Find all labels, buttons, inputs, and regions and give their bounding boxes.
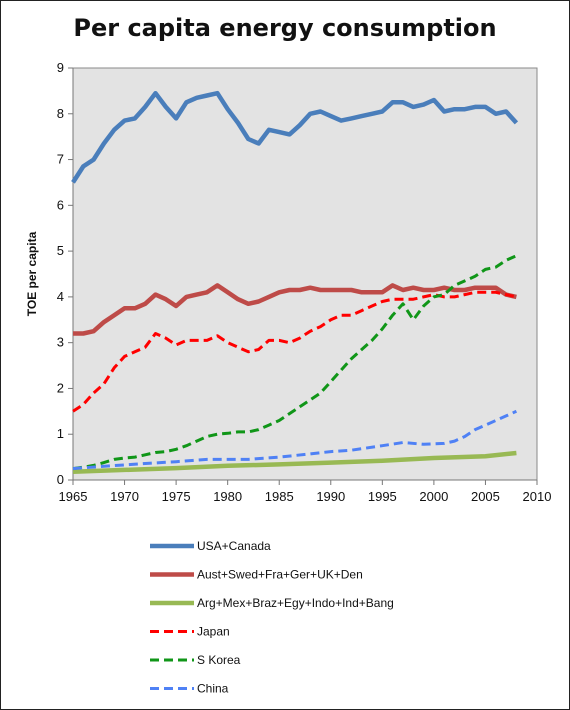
legend-label-china: China [197,682,229,696]
series-line-s-korea [72,254,518,471]
y-tick-label: 6 [57,197,64,212]
x-tick-label: 1995 [368,489,397,504]
chart-title: Per capita energy consumption [73,14,497,42]
x-tick-label: 2005 [471,489,500,504]
y-tick-label: 5 [57,243,64,258]
legend: USA+Canada Aust+Swed+Fra+Ger+UK+Den Arg+Me… [150,539,394,696]
x-tick-label: 1975 [162,489,191,504]
legend-label-s-korea: S Korea [197,653,241,667]
x-tick-label: 2010 [523,489,552,504]
legend-label-aust-swed-fra-ger-uk-den: Aust+Swed+Fra+Ger+UK+Den [197,568,363,582]
x-tick-label: 1965 [59,489,88,504]
y-tick-label: 8 [57,106,64,121]
series-line-usa-canada [71,90,519,184]
series-line-aust-swed-fra-ger-uk-den [73,283,517,336]
y-tick-label: 7 [57,152,64,167]
y-tick-label: 4 [57,289,64,304]
y-axis-title: TOE per capita [25,231,39,316]
legend-label-usa-canada: USA+Canada [197,539,271,553]
series-line-china [72,409,518,471]
series-layer [71,90,519,475]
y-tick-label: 0 [57,472,64,487]
axes: 0 1 2 3 4 5 6 7 8 9 1965 1970 1975 1980 1985 1990 1995 20… [57,60,552,504]
plot-area [72,67,538,481]
x-tick-label: 1980 [213,489,242,504]
series-line-arg-mex-braz-egy-indo-ind-bang [72,450,517,475]
x-tick-label: 2000 [419,489,448,504]
series-line-japan [72,290,517,413]
y-tick-label: 3 [57,335,64,350]
x-tick-label: 1985 [265,489,294,504]
x-tick-label: 1990 [316,489,345,504]
x-tick-label: 1970 [110,489,139,504]
y-tick-label: 1 [57,426,64,441]
legend-label-arg-mex-braz-egy-indo-ind-bang: Arg+Mex+Braz+Egy+Indo+Ind+Bang [197,596,394,610]
legend-label-japan: Japan [197,625,230,639]
y-tick-label: 2 [57,380,64,395]
y-tick-label: 9 [57,60,64,75]
